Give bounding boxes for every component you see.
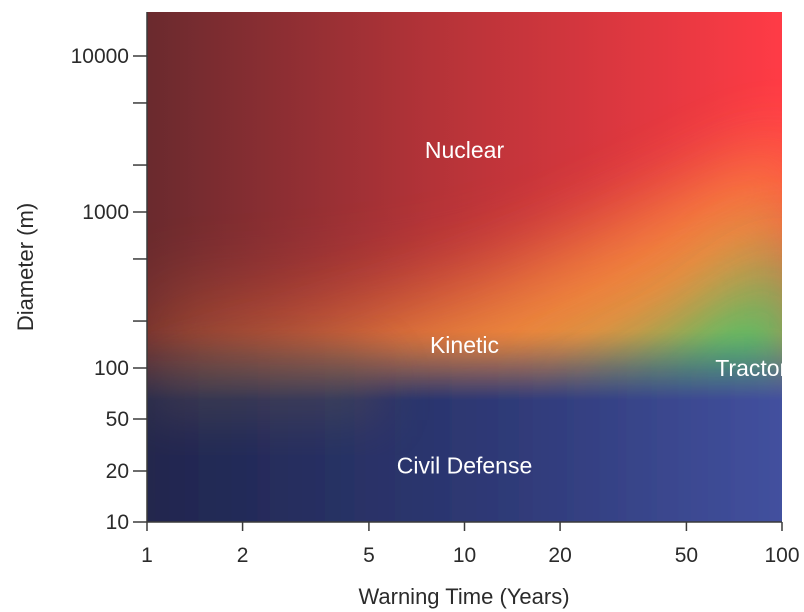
x-tick-label: 10	[453, 544, 476, 567]
y-tick-label: 100	[94, 357, 129, 380]
y-tick-label: 1000	[82, 201, 129, 224]
x-tick-label: 100	[764, 544, 799, 567]
plot-background	[147, 12, 782, 522]
axes: 1 2 5 10 20 50 100 10 20 50 100 1000 10000	[71, 12, 800, 567]
x-ticks: 1 2 5 10 20 50 100	[141, 522, 800, 567]
kinetic-glow	[147, 142, 782, 360]
y-ticks: 10 20 50 100 1000 10000	[71, 45, 147, 534]
x-axis-title: Warning Time (Years)	[358, 584, 569, 609]
kinetic-shadow	[147, 350, 380, 420]
region-label-nuclear: Nuclear	[425, 137, 505, 163]
region-label-kinetic: Kinetic	[430, 332, 499, 358]
x-tick-label: 50	[675, 544, 698, 567]
region-label-tractor: Tractor	[715, 355, 787, 381]
y-tick-label: 10000	[71, 45, 129, 68]
x-tick-label: 2	[237, 544, 249, 567]
region-label-civil-defense: Civil Defense	[397, 453, 533, 479]
region-labels: Nuclear Kinetic Tractor Civil Defense	[397, 137, 788, 479]
y-axis-title: Diameter (m)	[13, 203, 38, 331]
y-tick-label: 20	[106, 460, 129, 483]
y-minor-ticks	[133, 102, 147, 322]
x-tick-label: 5	[363, 544, 375, 567]
x-tick-label: 20	[548, 544, 571, 567]
x-tick-label: 1	[141, 544, 153, 567]
y-tick-label: 50	[106, 408, 129, 431]
y-tick-label: 10	[106, 511, 129, 534]
